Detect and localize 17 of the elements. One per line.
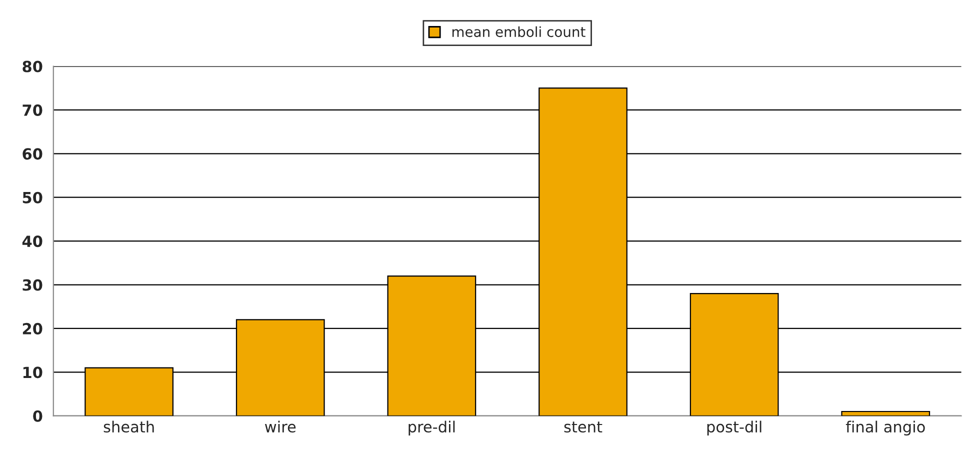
x-tick-label: stent: [564, 422, 602, 433]
y-tick-label: 50: [22, 192, 42, 204]
y-tick-label: 80: [22, 60, 42, 72]
x-tick-label: wire: [264, 420, 296, 433]
y-tick-label: 40: [22, 236, 42, 248]
y-tick-label: 20: [22, 322, 42, 334]
x-tick-label: sheath: [104, 420, 154, 433]
y-tick-label: 30: [22, 279, 42, 291]
y-tick-label: 0: [33, 410, 42, 422]
x-tick-label: pre-dil: [408, 420, 455, 436]
y-tick-label: 60: [22, 148, 42, 160]
legend-label: mean emboli count: [452, 26, 586, 38]
x-tick-label: final angio: [846, 420, 925, 436]
x-tick-label: post-dil: [707, 420, 762, 436]
bar: [841, 410, 930, 416]
y-tick-label: 70: [22, 104, 42, 116]
y-tick-label: 10: [23, 366, 42, 378]
